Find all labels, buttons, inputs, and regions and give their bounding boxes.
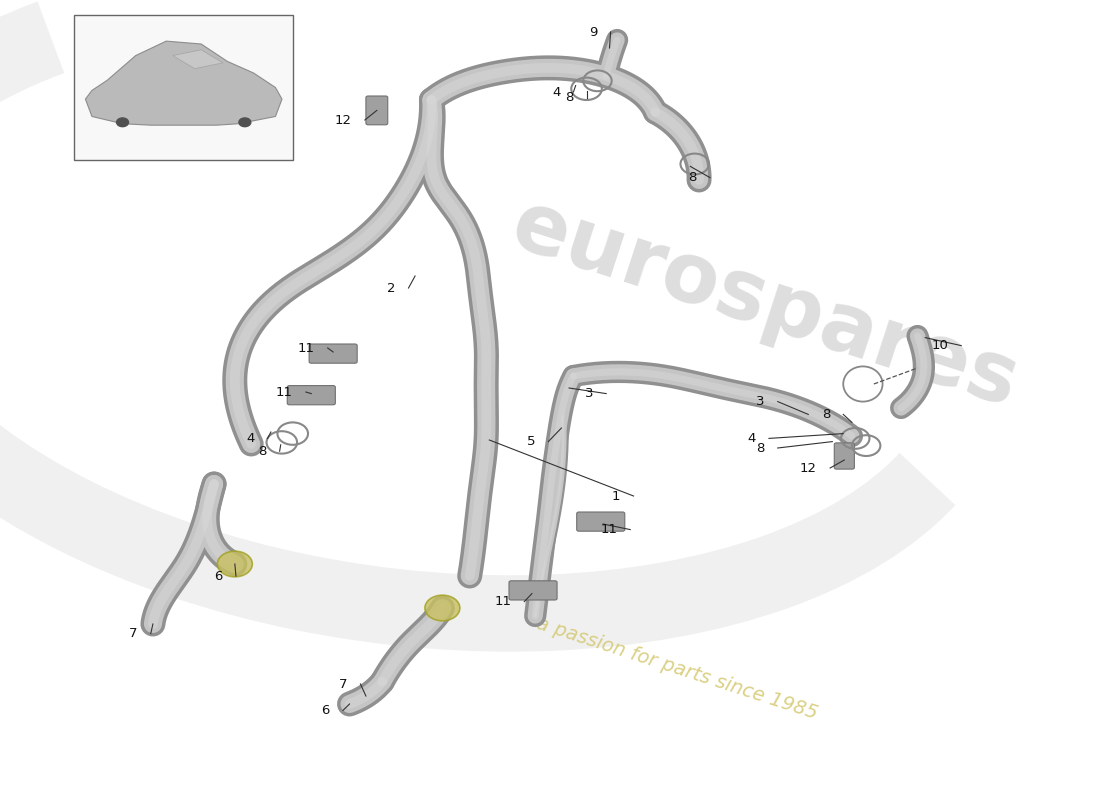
Text: 9: 9 (590, 26, 597, 38)
Text: 4: 4 (748, 432, 756, 445)
Text: 11: 11 (494, 595, 512, 608)
Text: 1: 1 (612, 490, 620, 502)
FancyBboxPatch shape (287, 386, 336, 405)
FancyBboxPatch shape (576, 512, 625, 531)
Text: 4: 4 (552, 86, 560, 98)
FancyBboxPatch shape (509, 581, 557, 600)
FancyBboxPatch shape (309, 344, 358, 363)
FancyBboxPatch shape (834, 443, 855, 469)
Text: 11: 11 (298, 342, 315, 354)
Text: 8: 8 (822, 408, 830, 421)
Text: 3: 3 (756, 395, 764, 408)
Text: 6: 6 (321, 704, 330, 717)
Text: 5: 5 (527, 435, 536, 448)
Text: 8: 8 (689, 171, 697, 184)
Circle shape (425, 595, 460, 621)
Text: 2: 2 (387, 282, 395, 294)
Text: eurospares: eurospares (502, 184, 1028, 424)
PathPatch shape (173, 50, 223, 69)
FancyBboxPatch shape (366, 96, 388, 125)
Text: 8: 8 (258, 445, 266, 458)
Text: 8: 8 (565, 91, 573, 104)
Text: 11: 11 (601, 523, 617, 536)
Text: 6: 6 (214, 570, 223, 582)
Text: 10: 10 (932, 339, 948, 352)
Text: a passion for parts since 1985: a passion for parts since 1985 (535, 614, 821, 722)
Circle shape (239, 118, 251, 126)
Text: 3: 3 (584, 387, 593, 400)
Circle shape (117, 118, 129, 126)
PathPatch shape (86, 41, 282, 125)
Text: 8: 8 (756, 442, 764, 454)
FancyBboxPatch shape (75, 15, 293, 160)
Text: 7: 7 (339, 678, 348, 690)
Text: 11: 11 (276, 386, 293, 398)
Text: 7: 7 (129, 627, 138, 640)
Text: 12: 12 (800, 462, 817, 474)
Text: 4: 4 (246, 432, 254, 445)
Circle shape (218, 551, 252, 577)
Text: 12: 12 (334, 114, 352, 126)
